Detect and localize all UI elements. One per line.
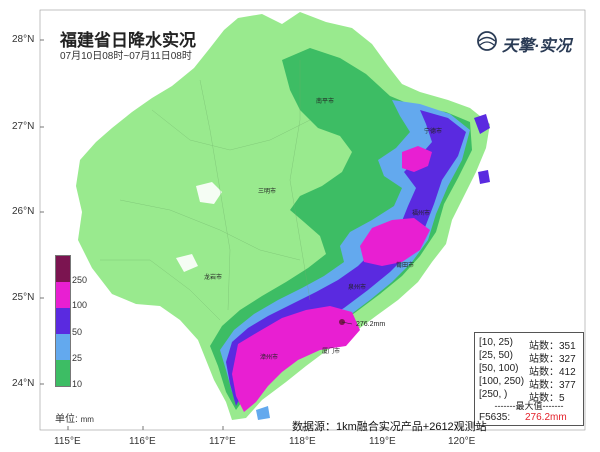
stat-range: [100, 250) — [479, 376, 525, 387]
color-legend — [55, 255, 71, 387]
city-label: 泉州市 — [348, 285, 367, 291]
island — [256, 406, 270, 420]
brand-logo-text: 天擎·实况 — [502, 38, 572, 55]
lon-label-119: 119°E — [369, 436, 396, 447]
lon-label-116: 116°E — [129, 436, 156, 447]
rain-zone-100-250-north — [360, 218, 430, 266]
legend-label-100: 100 — [72, 300, 88, 310]
map-subtitle: 07月10日08时~07月11日08时 — [60, 51, 192, 62]
island — [478, 170, 490, 184]
stat-count: 站数：5 — [529, 393, 565, 404]
stat-count: 站数：351 — [529, 341, 576, 352]
max-value-marker — [341, 321, 353, 325]
legend-swatch-25 — [56, 334, 70, 360]
stat-range: [25, 50) — [479, 350, 513, 361]
city-label: 南平市 — [316, 99, 335, 105]
city-label: 厦门市 — [322, 349, 341, 355]
no-data-patch — [176, 254, 198, 272]
unit-value: mm — [80, 415, 94, 424]
legend-label-10: 10 — [72, 379, 83, 389]
station-stats-box: [10, 25) 站数：351 [25, 50) 站数：327 [50, 100… — [474, 332, 584, 426]
lat-label-26: 26°N — [12, 206, 35, 217]
legend-label-50: 50 — [72, 327, 83, 337]
legend-label-25: 25 — [72, 353, 83, 363]
legend-swatch-100 — [56, 282, 70, 308]
globe-icon — [477, 31, 497, 51]
city-label: 莆田市 — [396, 263, 415, 269]
lon-ticks — [67, 426, 463, 430]
rain-zone-100-250-fuzhou — [402, 146, 432, 172]
city-label: 宁德市 — [424, 129, 443, 135]
city-label: 福州市 — [412, 211, 431, 217]
stat-row: [50, 100) 站数：412 — [479, 363, 579, 378]
stat-count: 站数：412 — [529, 367, 576, 378]
stat-range: [250, ) — [479, 389, 508, 400]
city-label: 漳州市 — [260, 355, 279, 361]
max-point-label: 276.2mm — [356, 321, 386, 328]
stat-row: [25, 50) 站数：327 — [479, 350, 579, 365]
stat-count: 站数：377 — [529, 380, 576, 391]
data-source-note: 数据源：1km融合实况产品+2612观测站 — [292, 421, 487, 433]
lat-label-27: 27°N — [12, 121, 35, 132]
city-label: 龙岩市 — [204, 275, 223, 281]
lat-label-25: 25°N — [12, 292, 35, 303]
island — [474, 114, 490, 134]
unit-label: 单位: mm — [55, 410, 94, 425]
lat-ticks — [40, 39, 44, 385]
lon-label-118: 118°E — [289, 436, 316, 447]
city-label: 三明市 — [258, 189, 277, 195]
stat-range: [50, 100) — [479, 363, 519, 374]
lon-label-120: 120°E — [448, 436, 476, 447]
plot-frame — [39, 9, 586, 431]
legend-swatch-250 — [56, 256, 70, 282]
rain-zone-100-250 — [232, 306, 360, 412]
lon-label-115: 115°E — [54, 436, 81, 447]
stat-max-title: -------最大值------- — [494, 401, 564, 411]
legend-swatch-50 — [56, 308, 70, 334]
map-title: 福建省日降水实况 — [60, 31, 196, 50]
stat-row: [250, ) 站数：5 — [479, 389, 579, 404]
stat-row: [100, 250) 站数：377 — [479, 376, 579, 391]
brand-logo: 天擎·实况 — [476, 30, 580, 55]
lat-label-28: 28°N — [12, 34, 35, 45]
lat-label-24: 24°N — [12, 378, 35, 389]
stat-range: [10, 25) — [479, 337, 513, 348]
stat-max-station: F5635: — [479, 412, 511, 423]
legend-swatch-10 — [56, 360, 70, 386]
stat-count: 站数：327 — [529, 354, 576, 365]
lon-label-117: 117°E — [209, 436, 236, 447]
unit-prefix: 单位: — [55, 414, 78, 425]
stat-max-value: 276.2mm — [525, 412, 567, 423]
legend-label-250: 250 — [72, 275, 88, 285]
stat-row: [10, 25) 站数：351 — [479, 337, 579, 352]
no-data-patch — [196, 182, 222, 204]
county-borders — [100, 60, 311, 321]
